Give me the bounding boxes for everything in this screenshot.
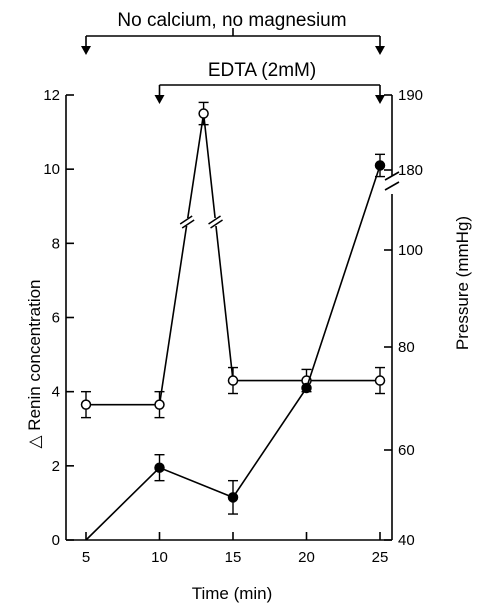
y-left-tick-label: 8 [52, 235, 60, 252]
y-left-tick-label: 0 [52, 532, 60, 549]
series-1-break-up-gap [181, 218, 194, 226]
y-right-tick-label: 190 [398, 87, 423, 104]
y-right-tick-label: 40 [398, 532, 415, 549]
y-left-tick-label: 10 [43, 161, 60, 178]
x-tick-label: 10 [151, 549, 168, 566]
series-1-point [80, 399, 92, 410]
y-left-tick-label: 6 [52, 310, 60, 327]
no-calcium-arrow-end [375, 46, 385, 55]
series-1-point [198, 108, 209, 119]
x-tick-label: 20 [298, 549, 315, 566]
series-1-point [154, 399, 165, 410]
series-1-line [86, 113, 380, 406]
y-left-tick-label: 2 [52, 458, 60, 475]
series-2-point [374, 160, 386, 171]
y-right-axis-title: Pressure (mmHg) [453, 216, 472, 350]
y-right-tick-label: 60 [398, 442, 415, 459]
y-left-axis-title: △ Renin concentration [25, 279, 44, 448]
series-2-point [227, 492, 239, 503]
x-tick-label: 5 [82, 549, 90, 566]
x-tick-label: 15 [225, 549, 242, 566]
x-tick-label: 25 [372, 549, 389, 566]
series-2-point [301, 382, 312, 394]
series-2-point [154, 462, 165, 473]
series-1-break-down [208, 215, 223, 229]
y-right-tick-label: 100 [398, 242, 423, 259]
series-1-point [227, 375, 239, 386]
no-calcium-arrow-start [81, 46, 91, 55]
annotation-edta: EDTA (2mM) [208, 60, 316, 81]
annotation-no-calcium: No calcium, no magnesium [117, 10, 346, 31]
y-right-tick-label: 180 [398, 162, 423, 179]
y-left-tick-label: 12 [43, 87, 60, 104]
y-right-axis-break [384, 171, 400, 191]
series-1-point [374, 375, 386, 386]
x-axis-title: Time (min) [192, 584, 273, 603]
y-right-tick-label: 80 [398, 339, 415, 356]
y-left-tick-label: 4 [52, 384, 60, 401]
edta-arrow-end [375, 95, 385, 104]
edta-arrow-start [154, 95, 165, 104]
series-1-break-up [179, 215, 195, 229]
series-1-break-down-gap [209, 218, 222, 226]
